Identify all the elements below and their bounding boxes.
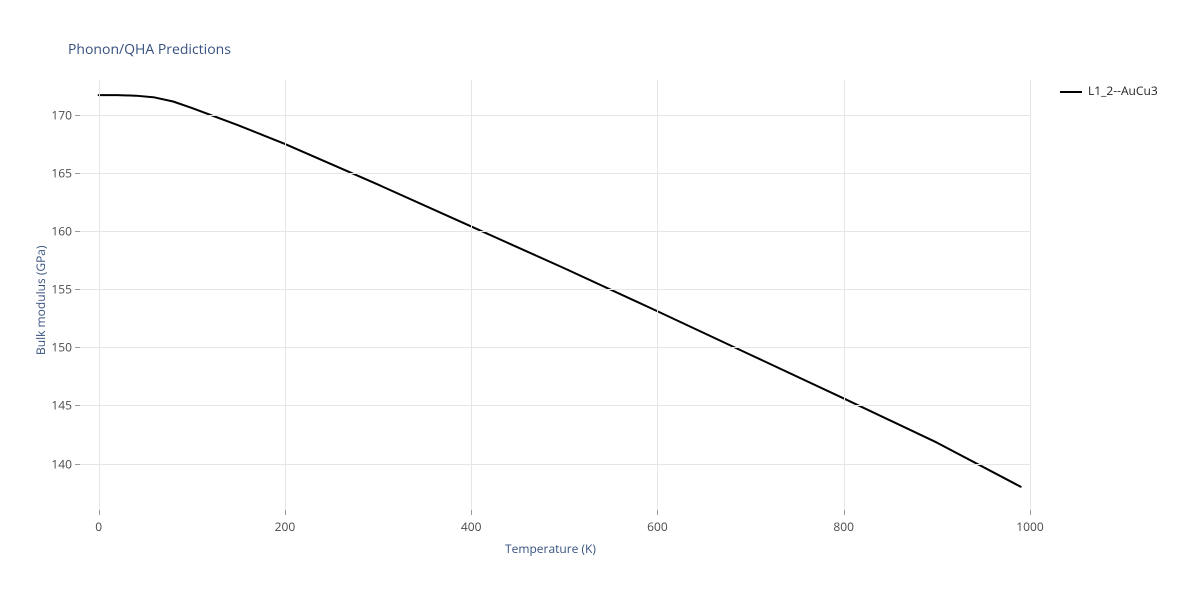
- tick-label-y: 145: [46, 397, 72, 414]
- tick-mark-y: [75, 405, 80, 406]
- plot-area: [80, 80, 1030, 510]
- legend: L1_2--AuCu3: [1060, 82, 1158, 99]
- grid-line-v: [844, 80, 845, 510]
- tick-label-x: 0: [95, 518, 102, 535]
- grid-line-h: [80, 115, 1030, 116]
- grid-line-v: [285, 80, 286, 510]
- tick-label-x: 600: [647, 518, 668, 535]
- chart-title: Phonon/QHA Predictions: [68, 40, 231, 59]
- tick-mark-x: [844, 510, 845, 515]
- x-axis-label: Temperature (K): [505, 540, 596, 557]
- legend-label: L1_2--AuCu3: [1088, 82, 1158, 99]
- tick-label-x: 1000: [1016, 518, 1043, 535]
- tick-mark-x: [285, 510, 286, 515]
- grid-line-v: [471, 80, 472, 510]
- tick-label-y: 160: [46, 223, 72, 240]
- tick-label-x: 800: [833, 518, 854, 535]
- tick-label-y: 170: [46, 106, 72, 123]
- chart-container: Phonon/QHA Predictions Temperature (K) B…: [0, 0, 1200, 600]
- legend-line-icon: [1060, 91, 1082, 93]
- tick-mark-x: [1030, 510, 1031, 515]
- tick-mark-y: [75, 289, 80, 290]
- grid-line-h: [80, 347, 1030, 348]
- tick-mark-y: [75, 115, 80, 116]
- tick-label-y: 165: [46, 164, 72, 181]
- grid-line-h: [80, 464, 1030, 465]
- tick-label-x: 400: [461, 518, 482, 535]
- tick-mark-y: [75, 347, 80, 348]
- tick-label-y: 155: [46, 281, 72, 298]
- tick-label-y: 140: [46, 455, 72, 472]
- grid-line-h: [80, 231, 1030, 232]
- grid-line-h: [80, 405, 1030, 406]
- tick-mark-y: [75, 464, 80, 465]
- grid-line-v: [99, 80, 100, 510]
- tick-mark-x: [657, 510, 658, 515]
- tick-label-x: 200: [275, 518, 296, 535]
- tick-mark-y: [75, 231, 80, 232]
- tick-mark-y: [75, 173, 80, 174]
- tick-mark-x: [471, 510, 472, 515]
- grid-line-v: [1030, 80, 1031, 510]
- tick-label-y: 150: [46, 339, 72, 356]
- series-line: [80, 80, 1030, 510]
- grid-line-v: [657, 80, 658, 510]
- grid-line-h: [80, 173, 1030, 174]
- tick-mark-x: [99, 510, 100, 515]
- grid-line-h: [80, 289, 1030, 290]
